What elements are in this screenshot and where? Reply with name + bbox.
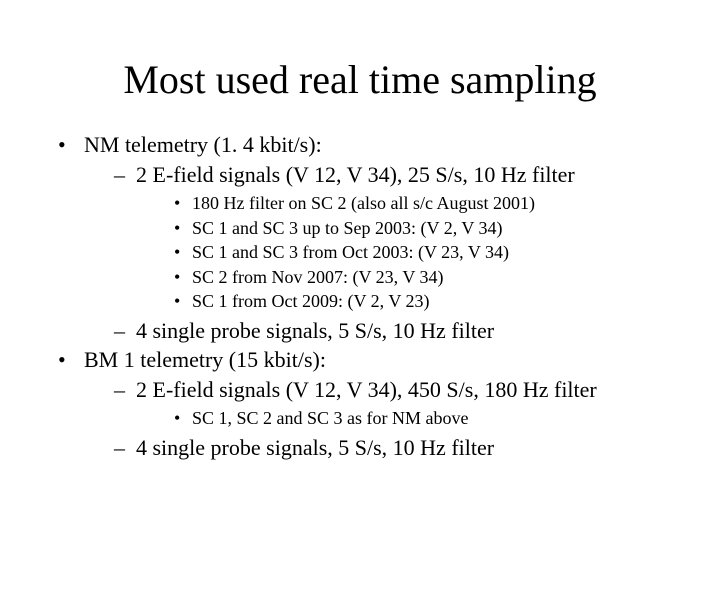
sub-bullet-text: 2 E-field signals (V 12, V 34), 25 S/s, … <box>136 162 575 187</box>
sub-sub-bullet-list: 180 Hz filter on SC 2 (also all s/c Augu… <box>136 192 720 313</box>
sub-sub-bullet-item: SC 1, SC 2 and SC 3 as for NM above <box>174 407 720 430</box>
sub-sub-bullet-text: SC 1, SC 2 and SC 3 as for NM above <box>192 408 469 428</box>
sub-bullet-item: 4 single probe signals, 5 S/s, 10 Hz fil… <box>114 317 720 345</box>
slide: Most used real time sampling NM telemetr… <box>0 56 720 596</box>
sub-sub-bullet-text: SC 1 from Oct 2009: (V 2, V 23) <box>192 291 430 311</box>
sub-sub-bullet-item: 180 Hz filter on SC 2 (also all s/c Augu… <box>174 192 720 215</box>
sub-bullet-item: 2 E-field signals (V 12, V 34), 25 S/s, … <box>114 161 720 313</box>
sub-sub-bullet-text: 180 Hz filter on SC 2 (also all s/c Augu… <box>192 193 535 213</box>
slide-title: Most used real time sampling <box>0 56 720 103</box>
bullet-text: BM 1 telemetry (15 kbit/s): <box>84 347 326 372</box>
sub-sub-bullet-item: SC 1 from Oct 2009: (V 2, V 23) <box>174 290 720 313</box>
sub-sub-bullet-text: SC 1 and SC 3 from Oct 2003: (V 23, V 34… <box>192 242 509 262</box>
sub-bullet-list: 2 E-field signals (V 12, V 34), 450 S/s,… <box>84 376 720 462</box>
sub-sub-bullet-text: SC 2 from Nov 2007: (V 23, V 34) <box>192 267 444 287</box>
bullet-list: NM telemetry (1. 4 kbit/s): 2 E-field si… <box>0 131 720 461</box>
sub-sub-bullet-item: SC 1 and SC 3 from Oct 2003: (V 23, V 34… <box>174 241 720 264</box>
sub-bullet-text: 2 E-field signals (V 12, V 34), 450 S/s,… <box>136 377 597 402</box>
bullet-item: NM telemetry (1. 4 kbit/s): 2 E-field si… <box>58 131 720 344</box>
sub-sub-bullet-text: SC 1 and SC 3 up to Sep 2003: (V 2, V 34… <box>192 218 503 238</box>
bullet-item: BM 1 telemetry (15 kbit/s): 2 E-field si… <box>58 346 720 461</box>
sub-bullet-item: 2 E-field signals (V 12, V 34), 450 S/s,… <box>114 376 720 430</box>
sub-bullet-item: 4 single probe signals, 5 S/s, 10 Hz fil… <box>114 434 720 462</box>
sub-bullet-text: 4 single probe signals, 5 S/s, 10 Hz fil… <box>136 318 494 343</box>
bullet-text: NM telemetry (1. 4 kbit/s): <box>84 132 322 157</box>
sub-bullet-list: 2 E-field signals (V 12, V 34), 25 S/s, … <box>84 161 720 345</box>
sub-bullet-text: 4 single probe signals, 5 S/s, 10 Hz fil… <box>136 435 494 460</box>
sub-sub-bullet-item: SC 2 from Nov 2007: (V 23, V 34) <box>174 266 720 289</box>
sub-sub-bullet-list: SC 1, SC 2 and SC 3 as for NM above <box>136 407 720 430</box>
sub-sub-bullet-item: SC 1 and SC 3 up to Sep 2003: (V 2, V 34… <box>174 217 720 240</box>
